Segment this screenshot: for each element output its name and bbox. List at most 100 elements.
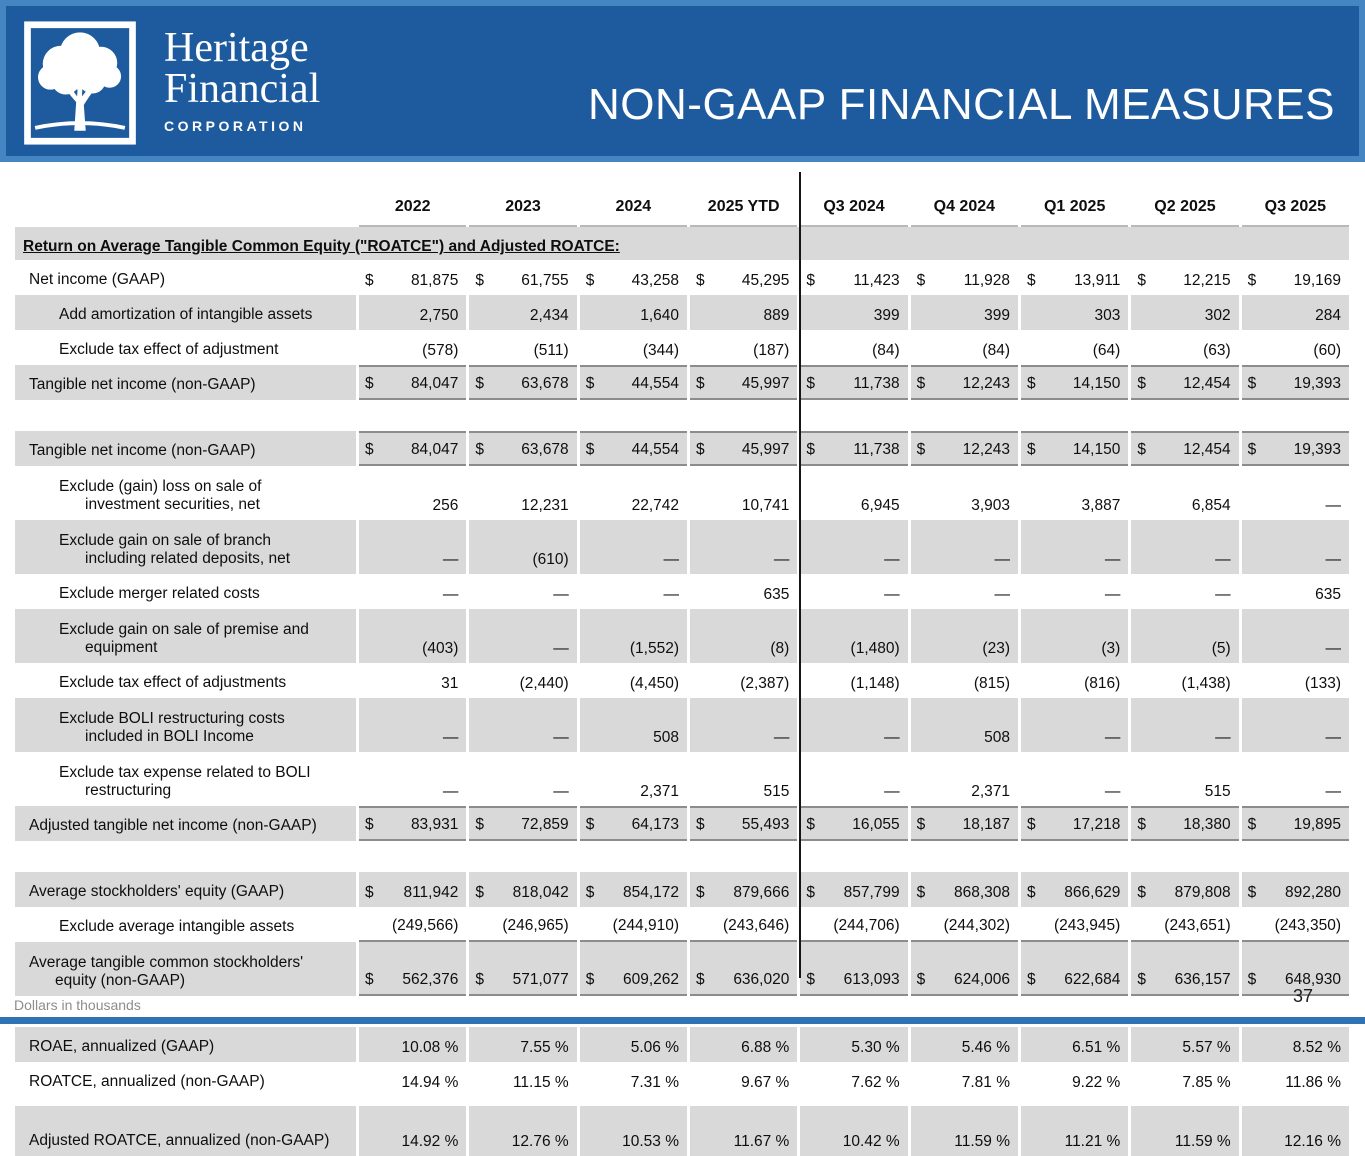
value-cell: $84,047 — [359, 431, 467, 466]
cell-value: — — [884, 551, 900, 568]
value-cell: 8.52 % — [1241, 1027, 1349, 1062]
value-cell: $811,942 — [359, 872, 467, 907]
value-cell: 11.86 % — [1242, 1062, 1349, 1097]
cell-value: 12.76 % — [511, 1133, 569, 1150]
value-cell: 302 — [1131, 295, 1239, 330]
cell-value: — — [553, 729, 569, 746]
value-cell: — — [469, 574, 576, 609]
row-label-line1: Average tangible common stockholders' — [29, 953, 304, 971]
value-cell: — — [469, 698, 577, 752]
cell-value: — — [1325, 497, 1342, 514]
cell-value: (578) — [422, 342, 459, 359]
row-label-line1: Exclude tax effect of adjustment — [59, 341, 279, 359]
value-cell: — — [1021, 698, 1129, 752]
cell-value: 84,047 — [410, 441, 459, 458]
value-cell: — — [1242, 466, 1349, 520]
financials-table: 2022 2023 2024 2025 YTD Q3 2024 Q4 2024 Q1 202… — [12, 170, 1352, 1156]
row-label-line1: Exclude (gain) loss on sale of — [59, 477, 262, 495]
cell-value: (60) — [1313, 342, 1341, 359]
row-label-line1: Adjusted ROATCE, annualized (non-GAAP) — [29, 1132, 330, 1150]
value-cell: — — [359, 752, 466, 806]
cell-value: (816) — [1084, 675, 1121, 692]
row-label-line2: equipment — [85, 639, 158, 657]
currency-symbol: $ — [475, 375, 484, 392]
cell-value: 12,454 — [1183, 375, 1231, 392]
currency-symbol: $ — [1027, 971, 1036, 988]
value-cell: 256 — [359, 466, 466, 520]
row-label-line1: Exclude merger related costs — [59, 585, 260, 603]
value-cell: 10.53 % — [579, 1106, 688, 1156]
cell-value: 44,554 — [631, 441, 680, 458]
row-label-line1: Tangible net income (non-GAAP) — [29, 376, 256, 394]
value-cell: $571,077 — [469, 942, 577, 996]
table-row: Average stockholders' equity (GAAP) $811,… — [15, 872, 1349, 907]
cell-value: 63,678 — [521, 441, 569, 458]
cell-value: (2,387) — [740, 675, 790, 692]
value-cell: 2,371 — [911, 752, 1018, 806]
value-cell: (244,302) — [910, 907, 1018, 942]
cell-value: 12,243 — [962, 375, 1010, 392]
table-row: Exclude merger related costs — — — 635 — — — — 63… — [15, 574, 1349, 609]
currency-symbol: $ — [916, 971, 926, 988]
cell-value: (244,706) — [833, 917, 900, 934]
cell-value: 12,231 — [521, 497, 569, 514]
cell-value: (344) — [642, 342, 680, 359]
spacer-cell — [15, 841, 1349, 872]
annual-quarterly-divider — [799, 172, 801, 978]
currency-symbol: $ — [475, 884, 484, 901]
value-cell: $11,738 — [800, 431, 908, 466]
cell-value: 7.85 % — [1182, 1074, 1231, 1091]
value-cell: (243,651) — [1131, 907, 1239, 942]
value-cell: 6,854 — [1131, 466, 1238, 520]
cell-value: 868,308 — [953, 884, 1010, 901]
currency-symbol: $ — [585, 441, 595, 458]
value-cell: 10.42 % — [800, 1106, 908, 1156]
value-cell: $19,895 — [1241, 806, 1349, 841]
cell-value: 7.81 % — [961, 1074, 1010, 1091]
currency-symbol: $ — [696, 441, 705, 458]
currency-symbol: $ — [585, 375, 595, 392]
cell-value: 17,218 — [1072, 816, 1121, 833]
value-cell: 10,741 — [690, 466, 797, 520]
row-label-line1: ROATCE, annualized (non-GAAP) — [29, 1073, 265, 1091]
currency-symbol: $ — [916, 272, 926, 289]
value-cell: — — [469, 752, 576, 806]
cell-value: 81,875 — [410, 272, 459, 289]
value-cell: 5.30 % — [800, 1027, 908, 1062]
row-label: Tangible net income (non-GAAP) — [15, 431, 357, 466]
value-cell: (610) — [469, 520, 577, 574]
value-cell: 6.88 % — [690, 1027, 798, 1062]
cell-value: — — [1104, 586, 1121, 603]
cell-value: 609,262 — [622, 971, 680, 988]
cell-value: 45,997 — [741, 375, 790, 392]
value-cell: 11.59 % — [910, 1106, 1018, 1156]
value-cell: $12,454 — [1131, 365, 1239, 400]
value-cell: $879,808 — [1131, 872, 1239, 907]
cell-value: (246,965) — [502, 917, 569, 934]
cell-value: 55,493 — [741, 816, 790, 833]
currency-symbol: $ — [1247, 884, 1257, 901]
cell-value: (610) — [532, 551, 569, 568]
cell-value: 8.52 % — [1292, 1039, 1341, 1056]
cell-value: 622,684 — [1064, 971, 1121, 988]
row-label: ROATCE, annualized (non-GAAP) — [15, 1062, 356, 1097]
cell-value: 302 — [1204, 307, 1231, 324]
value-cell: 6.51 % — [1021, 1027, 1129, 1062]
value-cell: $892,280 — [1241, 872, 1349, 907]
value-cell: (1,438) — [1131, 663, 1238, 698]
cell-value: — — [1325, 640, 1342, 657]
cell-value: — — [994, 586, 1011, 603]
row-label-line2: restructuring — [85, 782, 172, 800]
row-label: Average tangible common stockholders' equ… — [15, 942, 357, 996]
currency-symbol: $ — [585, 884, 595, 901]
row-label: Exclude tax effect of adjustments — [15, 663, 356, 698]
value-cell: 2,434 — [469, 295, 577, 330]
currency-symbol: $ — [916, 441, 926, 458]
row-label-line1: Adjusted tangible net income (non-GAAP) — [29, 817, 317, 835]
spacer-row — [15, 400, 1349, 431]
cell-value: 22,742 — [631, 497, 680, 514]
value-cell: 1,640 — [579, 295, 688, 330]
cell-value: — — [1215, 729, 1231, 746]
cell-value: — — [553, 783, 569, 800]
value-cell: — — [579, 520, 688, 574]
